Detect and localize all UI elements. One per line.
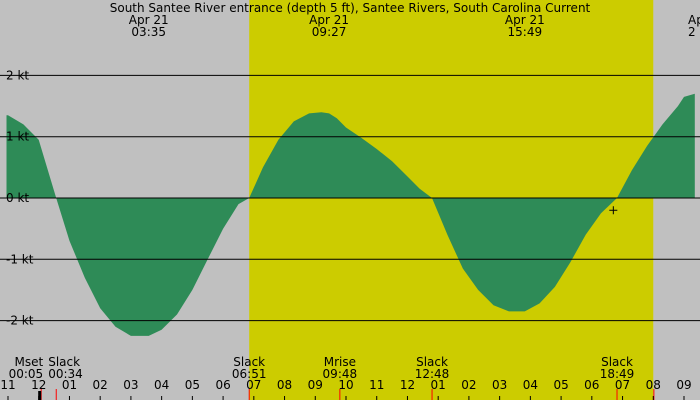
x-tick-label: 10	[338, 378, 353, 392]
x-tick-label: 08	[277, 378, 292, 392]
x-tick-label: 02	[461, 378, 476, 392]
x-tick-label: 11	[0, 378, 15, 392]
y-tick-label: -2 kt	[6, 314, 34, 328]
event-time-3: 09:48	[323, 367, 358, 381]
y-axis-labels: 2 kt 1 kt 0 kt -1 kt -2 kt	[6, 68, 34, 327]
event-name-1: Slack	[48, 355, 80, 369]
header-date-3: Apr 2	[688, 13, 700, 27]
y-tick-label: 0 kt	[6, 191, 29, 205]
header-date-1: Apr 21	[309, 13, 349, 27]
x-tick-label: 06	[584, 378, 599, 392]
x-tick-label: 07	[246, 378, 261, 392]
header-time-1: 09:27	[312, 25, 347, 39]
gridlines	[0, 74, 700, 322]
header-time-2: 15:49	[508, 25, 543, 39]
header-time-3: 2	[688, 25, 696, 39]
x-tick-label: 05	[185, 378, 200, 392]
ebb-area-0	[6, 93, 695, 336]
chart-title: South Santee River entrance (depth 5 ft)…	[110, 1, 591, 15]
x-tick-label: 06	[215, 378, 230, 392]
x-tick-label: 09	[308, 378, 323, 392]
x-tick-label: 12	[400, 378, 415, 392]
event-labels: Mset00:05Slack00:34Slack06:51Mrise09:48S…	[9, 355, 655, 400]
x-tick-label: 03	[123, 378, 138, 392]
y-tick-label: -1 kt	[6, 252, 34, 266]
y-tick-label: 1 kt	[6, 130, 29, 144]
event-name-0: Mset	[14, 355, 43, 369]
event-name-2: Slack	[233, 355, 265, 369]
event-time-5: 18:49	[600, 367, 635, 381]
x-tick-label: 07	[615, 378, 630, 392]
x-axis: 11 12 01 02 03 04 05 06 07 08 09 10 11 12 01 02 03 04 05 06…	[0, 378, 692, 400]
event-time-4: 12:48	[415, 367, 450, 381]
x-tick-label: 08	[646, 378, 661, 392]
event-time-2: 06:51	[232, 367, 267, 381]
midnight-marker	[38, 391, 42, 400]
y-tick-label: 2 kt	[6, 68, 29, 82]
event-name-3: Mrise	[324, 355, 356, 369]
event-name-4: Slack	[416, 355, 448, 369]
x-tick-label: 12	[31, 378, 46, 392]
x-tick-label: 01	[431, 378, 446, 392]
event-name-5: Slack	[601, 355, 633, 369]
header-time-0: 03:35	[131, 25, 166, 39]
x-tick-label: 02	[93, 378, 108, 392]
x-tick-label: 03	[492, 378, 507, 392]
current-areas	[6, 93, 695, 336]
x-tick-label: 11	[369, 378, 384, 392]
header-date-2: Apr 21	[505, 13, 545, 27]
x-tick-label: 04	[154, 378, 169, 392]
header-date-0: Apr 21	[129, 13, 169, 27]
event-time-0: 00:05	[9, 367, 44, 381]
current-time-marker	[609, 206, 618, 215]
x-tick-label: 09	[676, 378, 691, 392]
x-tick-label: 04	[523, 378, 538, 392]
x-tick-label: 01	[62, 378, 77, 392]
event-time-1: 00:34	[48, 367, 83, 381]
x-tick-label: 05	[553, 378, 568, 392]
